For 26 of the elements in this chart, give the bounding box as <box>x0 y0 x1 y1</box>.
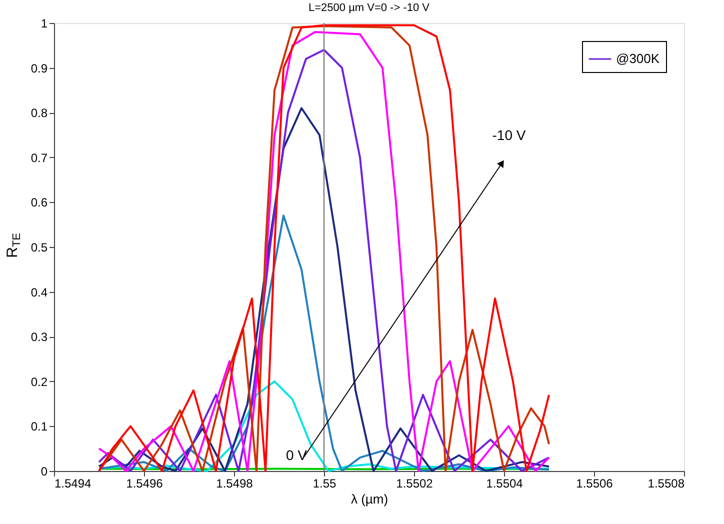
x-tick-label: 1.5504 <box>486 476 524 490</box>
y-axis-title: RTE <box>4 232 23 258</box>
legend-label: @300K <box>616 51 660 66</box>
x-tick-label: 1.5496 <box>126 476 164 490</box>
y-tick-label: 0.1 <box>30 420 48 434</box>
y-tick-label: 0 <box>40 464 48 478</box>
y-tick-label: 0.9 <box>30 61 48 76</box>
y-tick-label: 0.7 <box>30 150 48 165</box>
x-tick-label: 1.5502 <box>396 476 434 490</box>
y-tick-label: 0.2 <box>30 374 48 389</box>
x-tick-label: 1.5498 <box>216 476 254 490</box>
line-series <box>98 214 550 472</box>
x-tick-label: 1.5508 <box>648 476 685 490</box>
y-tick-label: 0.6 <box>30 196 48 210</box>
x-axis-title: λ (µm) <box>350 492 388 506</box>
y-tick-label: 0.3 <box>30 330 48 344</box>
y-tick-label: 0.8 <box>30 106 48 120</box>
annotation: 0 V <box>286 447 308 463</box>
x-tick-label: 1.55 <box>312 476 336 490</box>
x-tick-label: 1.5506 <box>576 476 614 490</box>
x-tick-label: 1.5494 <box>54 476 92 490</box>
y-tick-label: 1 <box>40 16 48 30</box>
y-tick-label: 0.5 <box>30 240 48 254</box>
y-tick-label: 0.4 <box>30 285 48 300</box>
annotation: -10 V <box>492 127 526 143</box>
chart-title: L=2500 µm V=0 -> -10 V <box>308 2 430 14</box>
